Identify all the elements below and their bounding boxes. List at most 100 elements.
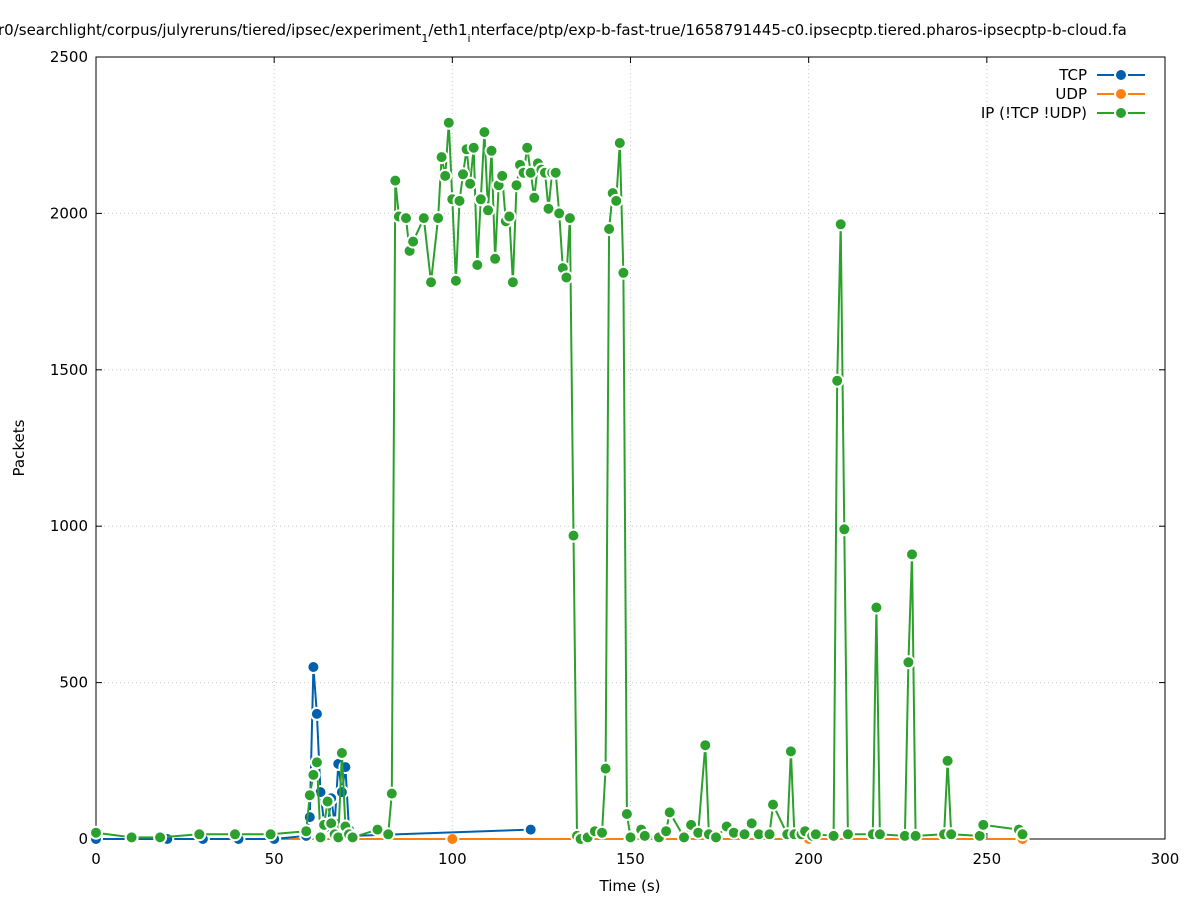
data-point [438,168,453,183]
data-point [495,168,510,183]
data-point [470,258,485,272]
data-point [481,203,495,218]
data-point [523,822,538,837]
data-point [448,273,463,288]
data-point [826,828,841,843]
data-point [488,251,503,266]
data-point [334,785,349,800]
data-point [659,824,674,839]
data-point [619,807,634,821]
x-tick-label: 150 [616,850,645,868]
data-point [445,832,460,846]
data-point [1015,827,1030,842]
data-point [783,744,798,759]
data-point [737,827,752,842]
y-tick-label: 0 [78,830,88,848]
data-point [302,788,317,803]
data-point [616,265,631,280]
data-point [766,797,780,812]
y-tick-label: 2500 [50,48,88,66]
data-point [381,827,396,842]
legend-swatch-marker [1114,106,1128,120]
data-point [612,136,627,150]
y-axis-title: Packets [10,419,28,476]
x-tick-label: 200 [794,850,823,868]
data-point [595,825,609,840]
chart-title-part-c: nterface/ptp/exp-b-fast-true/1658791445-… [471,21,1127,39]
legend-label: UDP [1055,85,1087,103]
y-tick-label: 1500 [50,361,88,379]
data-point [637,828,652,843]
data-point [662,805,677,820]
data-point [466,140,481,155]
data-point [901,655,916,670]
data-point [299,824,314,839]
chart-title-sub-2: i [468,32,471,45]
data-point [520,140,535,155]
data-point [762,827,777,842]
grid [96,57,1165,839]
y-tick-label: 1000 [50,517,88,535]
series-line [95,121,1024,840]
chart-title-part-b: /eth1 [428,21,467,39]
data-point [505,275,520,290]
x-tick-label: 300 [1151,850,1180,868]
data-point [623,830,638,845]
data-point [744,816,759,831]
data-point [566,528,581,543]
legend-swatch-marker [1114,68,1128,82]
data-point [527,190,542,205]
x-tick-label: 50 [265,850,284,868]
data-point [976,817,991,832]
y-tick-label: 2000 [50,204,88,222]
legend-label: IP (!TCP !UDP) [981,104,1087,122]
x-axis-title: Time (s) [599,877,661,895]
data-point [263,827,278,842]
chart-title-sub-1: 1 [421,32,428,45]
data-point [345,830,360,845]
data-point [89,825,103,840]
data-point [320,794,335,809]
data-point [124,830,139,845]
data-point [424,275,438,290]
data-point [502,209,517,224]
data-point [944,827,959,842]
data-point [302,810,317,825]
chart-title: r0/searchlight/corpus/julyreruns/tiered/… [0,21,1127,45]
data-point [940,753,955,768]
data-point [306,767,321,782]
data-point [548,165,563,180]
y-tick-label: 500 [59,674,88,692]
data-point [709,830,723,845]
series-0 [89,660,538,846]
data-point [477,125,492,140]
data-point [456,167,470,182]
data-point [905,547,919,562]
data-point [562,211,577,226]
data-point [609,193,624,208]
data-point [463,176,478,191]
x-tick-label: 250 [973,850,1002,868]
data-point [313,830,328,845]
data-point [431,211,446,226]
data-point [559,270,574,285]
series-layer [89,115,1030,846]
data-point [399,211,413,226]
data-point [872,827,887,842]
data-point [484,143,499,158]
data-point [677,830,691,845]
series-2 [89,115,1030,846]
data-point [473,192,488,207]
data-point [434,150,449,165]
data-point [908,828,923,843]
legend-label: TCP [1058,66,1087,84]
data-point [334,746,349,760]
data-point [837,522,852,537]
axis-ticks: 0 50 100 150 200 250 300 0 500 1000 1500 2000 2500 [50,48,1180,868]
data-point [192,827,207,842]
data-point [452,193,467,208]
data-point [441,115,456,130]
data-point [869,600,884,615]
